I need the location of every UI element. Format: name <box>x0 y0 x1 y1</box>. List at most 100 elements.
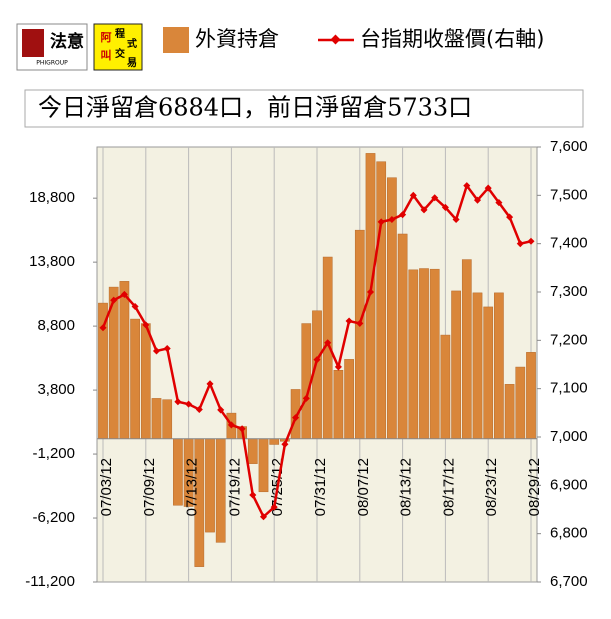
x-tick-label: 07/13/12 <box>184 458 201 516</box>
point <box>313 356 321 364</box>
annotation-box <box>24 89 584 128</box>
point <box>388 215 396 224</box>
y2-tick-label: 7,000 <box>550 428 588 445</box>
bar <box>515 366 526 439</box>
x-tick-label: 08/29/12 <box>526 458 543 516</box>
legend-label: 外資持倉 <box>195 27 279 51</box>
point <box>99 324 107 332</box>
point <box>516 240 524 248</box>
logo-brand: 法意 PHIGROUP <box>16 23 88 71</box>
point <box>281 440 289 448</box>
bar <box>376 161 387 439</box>
bar <box>301 323 312 439</box>
bar <box>130 318 140 439</box>
logo-text: 叫 <box>101 48 112 62</box>
y2-tick-label: 6,900 <box>550 476 588 493</box>
y2-tick-label: 7,200 <box>550 331 588 348</box>
bar <box>162 399 173 439</box>
bar <box>429 268 440 439</box>
point <box>377 218 385 226</box>
bar <box>504 384 515 439</box>
bar <box>173 438 183 506</box>
point <box>356 319 364 327</box>
bar <box>451 290 461 439</box>
point <box>131 302 139 311</box>
bar <box>119 281 130 439</box>
y-tick-label: -11,200 <box>25 573 75 590</box>
point <box>506 213 514 221</box>
bar <box>333 370 344 439</box>
point <box>174 398 182 406</box>
point <box>238 425 246 433</box>
point <box>420 206 428 214</box>
x-tick-label: 08/17/12 <box>440 458 457 516</box>
bar <box>365 153 376 439</box>
annotation: 今日淨留倉6884口，前日淨留倉5733口 <box>38 94 472 122</box>
bar <box>419 268 429 439</box>
bar <box>472 292 483 439</box>
point <box>484 184 492 192</box>
x-tick-label: 07/09/12 <box>141 458 158 516</box>
logo-program: 阿 叫 程 式 交 易 <box>93 23 143 71</box>
y-tick-label: 13,800 <box>29 253 75 270</box>
point <box>452 215 460 224</box>
logo-text: 易 <box>127 57 137 69</box>
x-tick-label: 08/13/12 <box>398 458 415 516</box>
bar <box>344 359 354 439</box>
point <box>110 296 118 304</box>
point <box>227 421 235 429</box>
point <box>345 317 353 325</box>
y-tick-label: 3,800 <box>37 381 75 398</box>
x-tick-label: 07/31/12 <box>312 458 329 516</box>
point <box>334 363 342 371</box>
y2-tick-label: 6,800 <box>550 525 588 542</box>
logo-text: 交 <box>115 47 125 60</box>
bar <box>408 269 419 439</box>
y-tick-label: -1,200 <box>32 445 75 462</box>
y2-tick-label: 7,400 <box>550 235 588 252</box>
point <box>259 513 268 521</box>
bar <box>461 259 472 439</box>
logo-text: 式 <box>127 37 137 50</box>
logo-text: 程 <box>115 27 125 40</box>
y-tick-label: 8,800 <box>37 317 75 334</box>
x-tick-label: 08/23/12 <box>483 458 500 516</box>
bar <box>98 302 108 439</box>
point <box>152 347 161 355</box>
point <box>495 199 503 207</box>
bar <box>205 438 215 533</box>
point <box>463 182 471 190</box>
legend-swatch <box>163 27 189 53</box>
point <box>185 400 193 408</box>
bar <box>215 438 226 543</box>
point <box>441 203 449 211</box>
bar <box>354 229 365 439</box>
legend-label: 台指期收盤價(右軸) <box>360 27 544 51</box>
bar <box>526 352 536 439</box>
point <box>473 196 482 204</box>
point <box>292 414 300 422</box>
point <box>409 191 417 199</box>
bar <box>269 438 280 445</box>
y2-tick-label: 7,600 <box>550 138 588 155</box>
bar <box>151 398 162 439</box>
point <box>217 406 225 414</box>
y2-tick-label: 7,100 <box>550 380 588 397</box>
point <box>195 405 203 413</box>
point <box>163 345 171 353</box>
point <box>270 503 278 511</box>
x-tick-label: 07/19/12 <box>226 458 243 516</box>
logo-text: PHIGROUP <box>36 60 68 67</box>
y2-tick-label: 7,500 <box>550 186 588 203</box>
point <box>527 237 535 245</box>
point <box>302 394 310 402</box>
point <box>120 290 128 298</box>
point <box>206 380 214 388</box>
bar <box>494 292 504 439</box>
point <box>431 194 439 202</box>
point <box>366 288 375 296</box>
legend-marker <box>330 34 341 45</box>
y2-tick-label: 6,700 <box>550 573 588 590</box>
x-tick-label: 07/03/12 <box>98 458 115 516</box>
